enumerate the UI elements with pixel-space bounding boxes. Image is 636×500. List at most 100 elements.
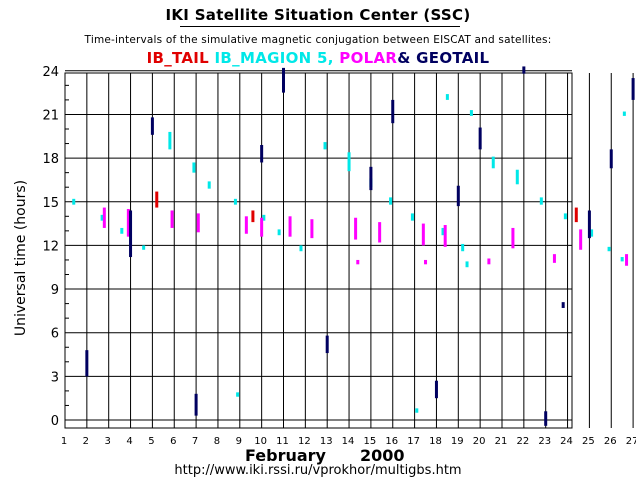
source-url: http://www.iki.rssi.ru/vprokhor/multigbs… bbox=[174, 463, 462, 478]
x-tick-label: 7 bbox=[192, 436, 198, 447]
interval-mark-polar bbox=[579, 229, 583, 250]
x-tick-label: 15 bbox=[364, 436, 377, 447]
interval-mark-ib-magion-5 bbox=[461, 243, 465, 252]
interval-mark-ib-magion-5 bbox=[441, 227, 445, 236]
interval-mark-polar bbox=[552, 254, 556, 263]
interval-mark-polar bbox=[196, 213, 200, 233]
interval-mark-polar bbox=[424, 259, 428, 265]
interval-mark-ib-tail bbox=[251, 210, 255, 223]
interval-mark-ib-magion-5 bbox=[469, 110, 473, 116]
interval-mark-geotail bbox=[522, 66, 526, 74]
interval-mark-polar bbox=[511, 227, 515, 249]
interval-mark-geotail bbox=[325, 335, 329, 354]
interval-mark-geotail bbox=[631, 78, 635, 100]
x-tick-label: 11 bbox=[276, 436, 289, 447]
chart-title: IKI Satellite Situation Center (SSC) bbox=[165, 6, 471, 24]
interval-mark-geotail bbox=[150, 117, 154, 135]
chart-subtitle: Time-intervals of the simulative magneti… bbox=[84, 34, 552, 46]
x-axis-month-label: February bbox=[245, 446, 326, 465]
interval-mark-geotail bbox=[260, 145, 264, 163]
interval-mark-ib-magion-5 bbox=[620, 257, 624, 262]
x-tick-label: 27 bbox=[626, 436, 636, 447]
legend-entry-geotail: & GEOTAIL bbox=[397, 49, 490, 67]
x-tick-label: 16 bbox=[385, 436, 398, 447]
x-tick-label: 4 bbox=[126, 436, 132, 447]
x-tick-label: 12 bbox=[298, 436, 311, 447]
interval-mark-geotail bbox=[282, 67, 285, 93]
interval-mark-geotail bbox=[478, 127, 482, 150]
interval-mark-ib-magion-5 bbox=[142, 245, 146, 250]
title-underline bbox=[180, 26, 460, 27]
x-tick-label: 1 bbox=[61, 436, 67, 447]
interval-mark-ib-magion-5 bbox=[590, 229, 594, 237]
interval-mark-ib-magion-5 bbox=[607, 246, 611, 252]
interval-mark-geotail bbox=[587, 210, 591, 239]
interval-mark-polar bbox=[354, 217, 358, 240]
y-axis-label: Universal time (hours) bbox=[13, 179, 29, 337]
legend-entry-ib-tail: IB_TAIL bbox=[146, 49, 210, 67]
interval-mark-ib-magion-5 bbox=[389, 197, 393, 205]
x-tick-label: 9 bbox=[236, 436, 242, 447]
interval-mark-ib-magion-5 bbox=[622, 111, 626, 116]
interval-mark-polar bbox=[378, 222, 382, 243]
interval-mark-ib-magion-5 bbox=[233, 198, 237, 205]
x-tick-label: 2 bbox=[83, 436, 89, 447]
interval-mark-geotail bbox=[129, 210, 133, 258]
interval-mark-polar bbox=[244, 216, 248, 234]
interval-mark-geotail bbox=[561, 302, 565, 308]
y-tick-label: 9 bbox=[51, 283, 59, 298]
interval-mark-ib-magion-5 bbox=[539, 197, 543, 205]
interval-mark-ib-magion-5 bbox=[236, 392, 240, 397]
interval-mark-ib-magion-5 bbox=[465, 261, 469, 268]
interval-mark-ib-magion-5 bbox=[410, 213, 414, 221]
x-tick-label: 6 bbox=[170, 436, 176, 447]
x-tick-label: 20 bbox=[473, 436, 486, 447]
interval-mark-ib-magion-5 bbox=[120, 227, 124, 234]
interval-mark-ib-magion-5 bbox=[168, 131, 172, 150]
x-tick-label: 26 bbox=[604, 436, 617, 447]
interval-mark-geotail bbox=[369, 166, 373, 191]
y-tick-label: 0 bbox=[51, 414, 59, 429]
interval-mark-ib-magion-5 bbox=[347, 152, 351, 172]
x-tick-label: 17 bbox=[407, 436, 420, 447]
x-tick-label: 18 bbox=[429, 436, 442, 447]
y-tick-label: 3 bbox=[51, 370, 59, 385]
interval-mark-polar bbox=[443, 225, 447, 247]
x-tick-label: 23 bbox=[538, 436, 551, 447]
x-tick-label: 24 bbox=[560, 436, 573, 447]
x-tick-label: 25 bbox=[582, 436, 595, 447]
interval-mark-polar bbox=[487, 258, 491, 265]
interval-mark-polar bbox=[170, 210, 174, 228]
interval-mark-geotail bbox=[609, 149, 613, 169]
y-tick-label: 15 bbox=[42, 196, 59, 211]
y-tick-label: 24 bbox=[42, 65, 59, 80]
interval-mark-ib-magion-5 bbox=[192, 162, 196, 173]
interval-mark-polar bbox=[356, 259, 360, 265]
interval-mark-geotail bbox=[391, 99, 395, 124]
x-tick-label: 8 bbox=[214, 436, 220, 447]
interval-mark-ib-magion-5 bbox=[277, 229, 281, 236]
interval-mark-polar bbox=[310, 219, 314, 239]
interval-mark-ib-magion-5 bbox=[563, 213, 567, 220]
interval-mark-geotail bbox=[194, 393, 198, 416]
y-tick-label: 21 bbox=[42, 108, 59, 123]
y-tick-label: 18 bbox=[42, 152, 59, 167]
interval-mark-geotail bbox=[456, 185, 460, 207]
legend: IB_TAIL IB_MAGION 5, POLAR& GEOTAIL bbox=[0, 49, 636, 67]
interval-mark-ib-tail bbox=[155, 191, 159, 208]
interval-mark-geotail bbox=[85, 350, 89, 377]
legend-entry-polar: POLAR bbox=[339, 49, 398, 67]
interval-mark-ib-magion-5 bbox=[207, 181, 211, 189]
x-tick-label: 14 bbox=[342, 436, 355, 447]
interval-mark-ib-magion-5 bbox=[262, 214, 266, 221]
interval-mark-ib-magion-5 bbox=[72, 198, 76, 205]
plot-frame bbox=[64, 72, 573, 429]
x-tick-label: 19 bbox=[451, 436, 464, 447]
x-tick-label: 22 bbox=[516, 436, 529, 447]
interval-mark-ib-magion-5 bbox=[415, 408, 419, 413]
interval-mark-ib-magion-5 bbox=[100, 214, 104, 221]
interval-mark-geotail bbox=[434, 380, 438, 399]
y-tick-label: 12 bbox=[42, 239, 59, 254]
interval-mark-geotail bbox=[544, 411, 548, 426]
interval-mark-polar bbox=[625, 254, 629, 266]
